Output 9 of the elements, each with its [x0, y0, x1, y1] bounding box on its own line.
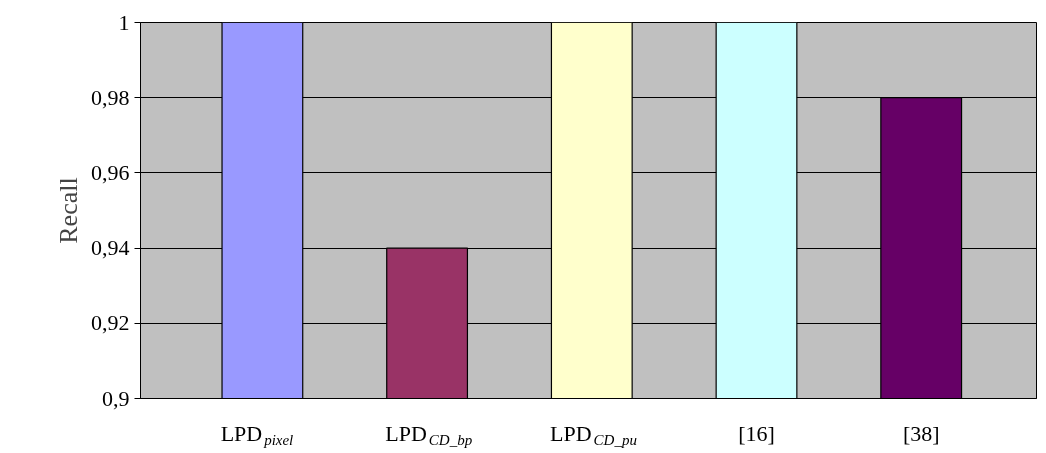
y-axis-title: Recall: [54, 177, 83, 244]
y-tick-label: 1: [118, 9, 130, 35]
y-tick-label: 0,9: [102, 385, 130, 411]
y-tick-label: 0,94: [91, 235, 130, 261]
x-tick-label: [16]: [738, 420, 775, 446]
y-tick-label: 0,92: [91, 310, 130, 336]
y-tick-label: 0,98: [91, 84, 130, 110]
x-tick-label: [38]: [902, 420, 940, 446]
y-tick-label: 0,96: [91, 159, 130, 185]
